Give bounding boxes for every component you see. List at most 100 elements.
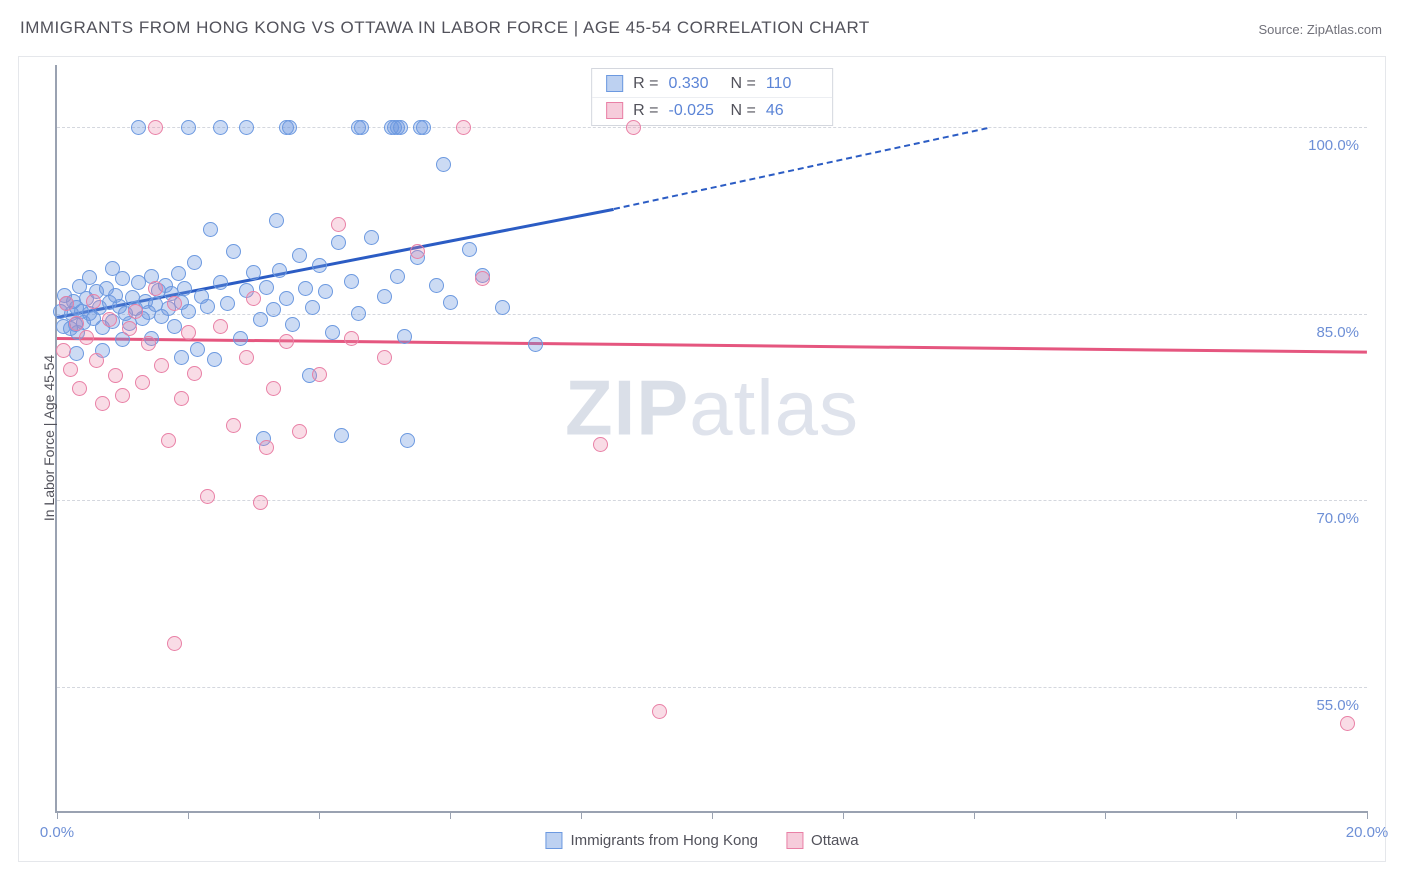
x-tick <box>57 811 58 819</box>
watermark: ZIPatlas <box>565 363 859 454</box>
data-point <box>115 388 130 403</box>
x-tick-label: 0.0% <box>40 824 74 841</box>
data-point <box>495 300 510 315</box>
data-point <box>135 375 150 390</box>
data-point <box>190 342 205 357</box>
data-point <box>226 244 241 259</box>
x-tick <box>319 811 320 819</box>
data-point <box>148 120 163 135</box>
data-point <box>239 350 254 365</box>
data-point <box>272 263 287 278</box>
data-point <box>181 120 196 135</box>
data-point <box>354 120 369 135</box>
plot-area: In Labor Force | Age 45-54 ZIPatlas R = … <box>55 65 1367 813</box>
data-point <box>279 334 294 349</box>
trend-line <box>614 127 988 210</box>
data-point <box>220 296 235 311</box>
gridline <box>57 687 1367 688</box>
data-point <box>390 269 405 284</box>
stats-row-ottawa: R = -0.025 N = 46 <box>592 97 832 124</box>
data-point <box>177 281 192 296</box>
data-point <box>443 295 458 310</box>
data-point <box>259 280 274 295</box>
y-tick-label: 70.0% <box>1316 510 1359 527</box>
data-point <box>203 222 218 237</box>
data-point <box>72 381 87 396</box>
x-tick <box>712 811 713 819</box>
data-point <box>436 157 451 172</box>
data-point <box>292 424 307 439</box>
data-point <box>187 255 202 270</box>
data-point <box>233 331 248 346</box>
data-point <box>259 440 274 455</box>
y-axis-label: In Labor Force | Age 45-54 <box>41 355 57 521</box>
data-point <box>282 120 297 135</box>
y-tick-label: 85.0% <box>1316 324 1359 341</box>
data-point <box>364 230 379 245</box>
data-point <box>269 213 284 228</box>
x-tick <box>974 811 975 819</box>
data-point <box>344 331 359 346</box>
y-tick-label: 100.0% <box>1308 137 1359 154</box>
data-point <box>95 396 110 411</box>
data-point <box>305 300 320 315</box>
data-point <box>325 325 340 340</box>
data-point <box>148 281 163 296</box>
data-point <box>200 489 215 504</box>
data-point <box>89 353 104 368</box>
data-point <box>226 418 241 433</box>
chart-container: In Labor Force | Age 45-54 ZIPatlas R = … <box>18 56 1386 862</box>
chart-title: IMMIGRANTS FROM HONG KONG VS OTTAWA IN L… <box>20 18 870 38</box>
data-point <box>108 368 123 383</box>
data-point <box>154 358 169 373</box>
swatch-icon <box>606 102 623 119</box>
data-point <box>312 258 327 273</box>
data-point <box>174 391 189 406</box>
data-point <box>318 284 333 299</box>
data-point <box>213 120 228 135</box>
data-point <box>285 317 300 332</box>
source-credit: Source: ZipAtlas.com <box>1258 22 1382 37</box>
legend-item: Immigrants from Hong Kong <box>545 832 758 849</box>
data-point <box>475 271 490 286</box>
legend-item: Ottawa <box>786 832 859 849</box>
swatch-icon <box>786 832 803 849</box>
y-tick-label: 55.0% <box>1316 697 1359 714</box>
data-point <box>351 306 366 321</box>
data-point <box>63 362 78 377</box>
data-point <box>131 120 146 135</box>
data-point <box>141 336 156 351</box>
stats-box: R = 0.330 N = 110 R = -0.025 N = 46 <box>591 68 833 126</box>
source-link[interactable]: ZipAtlas.com <box>1307 22 1382 37</box>
data-point <box>122 321 137 336</box>
data-point <box>456 120 471 135</box>
stats-row-hk: R = 0.330 N = 110 <box>592 71 832 97</box>
swatch-icon <box>545 832 562 849</box>
data-point <box>181 325 196 340</box>
data-point <box>377 350 392 365</box>
data-point <box>79 330 94 345</box>
data-point <box>128 304 143 319</box>
data-point <box>200 299 215 314</box>
data-point <box>397 329 412 344</box>
x-tick <box>1367 811 1368 819</box>
x-tick <box>1105 811 1106 819</box>
data-point <box>213 319 228 334</box>
data-point <box>312 367 327 382</box>
data-point <box>652 704 667 719</box>
x-tick <box>1236 811 1237 819</box>
data-point <box>213 275 228 290</box>
data-point <box>429 278 444 293</box>
data-point <box>416 120 431 135</box>
data-point <box>393 120 408 135</box>
data-point <box>400 433 415 448</box>
data-point <box>292 248 307 263</box>
data-point <box>171 266 186 281</box>
data-point <box>181 304 196 319</box>
data-point <box>253 312 268 327</box>
data-point <box>82 270 97 285</box>
data-point <box>266 302 281 317</box>
data-point <box>174 350 189 365</box>
swatch-icon <box>606 75 623 92</box>
x-tick-label: 20.0% <box>1346 824 1389 841</box>
